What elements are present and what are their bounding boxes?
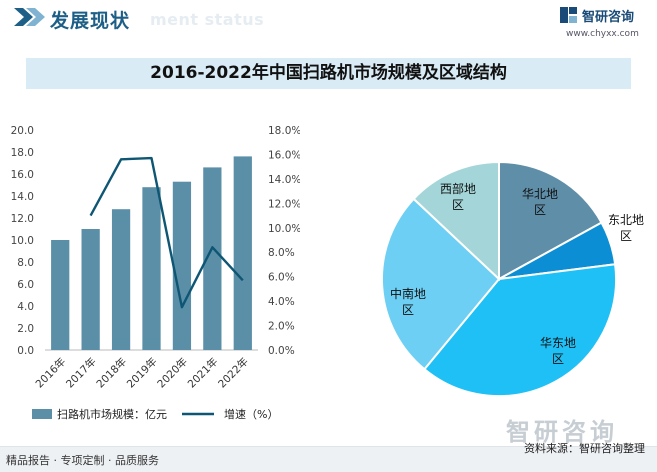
pie-label: 华东地区 — [540, 336, 576, 366]
y-right-tick-label: 12.0% — [268, 198, 300, 210]
y-left-tick-label: 20.0 — [11, 125, 34, 137]
bar — [81, 229, 100, 350]
y-right-tick-label: 0.0% — [268, 345, 295, 357]
x-tick-label: 2020年 — [155, 355, 191, 391]
y-right-tick-label: 2.0% — [268, 321, 295, 333]
pie-label: 东北地区 — [608, 213, 644, 243]
bar — [51, 240, 70, 350]
y-left-tick-label: 6.0 — [17, 279, 34, 291]
y-left-tick-label: 18.0 — [11, 147, 34, 159]
header-double-chevron-icon — [14, 8, 45, 26]
bar — [142, 187, 161, 350]
y-left-tick-label: 10.0 — [11, 235, 34, 247]
footer-bar: 精品报告 · 专项定制 · 品质服务 — [0, 446, 657, 472]
y-right-tick-label: 6.0% — [268, 272, 295, 284]
y-left-tick-label: 4.0 — [17, 301, 34, 313]
y-left-tick-label: 8.0 — [17, 257, 34, 269]
page-title: 发展现状 — [50, 10, 131, 32]
x-tick-label: 2021年 — [185, 355, 221, 391]
pie-slice — [412, 160, 500, 282]
combo-chart: 0.0 2.0 4.0 6.0 8.0 10.0 12.0 14.0 16.0 18.0 20.0 0… — [11, 125, 300, 421]
y-left-tick-label: 16.0 — [11, 169, 34, 181]
x-tick-label: 2018年 — [94, 355, 130, 391]
y-right-tick-label: 4.0% — [268, 296, 295, 308]
bar — [111, 209, 131, 350]
legend-label-bar: 扫路机市场规模：亿元 — [57, 407, 167, 421]
brand-logo-icon — [560, 7, 577, 23]
y-right-tick-label: 8.0% — [268, 247, 295, 259]
legend-swatch-bar — [32, 409, 52, 419]
pie-label: 西部地区 — [440, 181, 476, 212]
footer-slogan: 精品报告 · 专项定制 · 品质服务 — [6, 454, 159, 467]
chart-title: 2016-2022年中国扫路机市场规模及区域结构 — [150, 63, 507, 83]
x-tick-label: 2019年 — [124, 355, 160, 391]
legend-label-line: 增速（%） — [224, 407, 278, 421]
pie-label: 华北地区 — [522, 187, 558, 217]
header-bar: ment status 发展现状 智研咨询 www.chyxx.com — [0, 0, 657, 46]
header-ghost-text: ment status — [150, 10, 265, 29]
brand-url: www.chyxx.com — [566, 29, 639, 39]
x-tick-label: 2016年 — [33, 355, 69, 391]
y-right-tick-label: 14.0% — [268, 174, 300, 186]
x-tick-label: 2022年 — [215, 355, 251, 391]
y-left-tick-label: 12.0 — [11, 213, 34, 225]
x-tick-label: 2017年 — [63, 355, 99, 391]
bar — [233, 156, 252, 350]
y-left-tick-label: 0.0 — [17, 345, 34, 357]
bar — [172, 181, 192, 350]
source-note: 资料来源：智研咨询整理 — [524, 442, 645, 455]
y-right-tick-label: 10.0% — [268, 223, 300, 235]
y-left-tick-label: 14.0 — [11, 191, 34, 203]
bar — [203, 167, 222, 350]
chart-title-band: 2016-2022年中国扫路机市场规模及区域结构 — [26, 58, 631, 89]
watermark-text: 智研咨询 — [506, 418, 618, 446]
brand-name: 智研咨询 — [582, 10, 635, 25]
growth-line — [89, 156, 244, 309]
y-right-tick-label: 18.0% — [268, 125, 300, 137]
pie-slice — [422, 263, 618, 398]
y-right-tick-label: 16.0% — [268, 149, 300, 161]
y-left-tick-label: 2.0 — [17, 323, 34, 335]
pie-slice — [380, 197, 501, 371]
pie-label: 中南地区 — [390, 286, 426, 317]
pie-slice — [498, 160, 603, 281]
